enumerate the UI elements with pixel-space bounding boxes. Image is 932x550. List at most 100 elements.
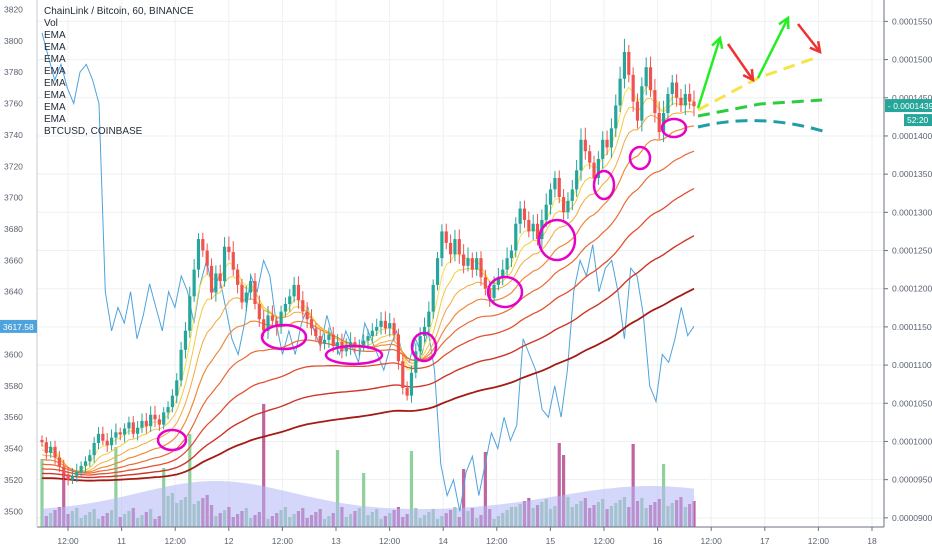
candle-body (344, 347, 348, 352)
x-axis-tick-label: 14 (438, 536, 448, 546)
x-axis-tick-label: 12 (224, 536, 234, 546)
indicator-label[interactable]: EMA (44, 30, 66, 41)
indicator-label[interactable]: Vol (44, 18, 58, 29)
candle-body (53, 446, 57, 458)
candle-body (640, 86, 644, 121)
candle-body (283, 303, 288, 312)
volume-bar (262, 404, 266, 527)
highlight-ellipse (537, 218, 577, 262)
indicator-label[interactable]: EMA (44, 102, 66, 113)
candle-body (627, 51, 631, 75)
candle-body (88, 455, 92, 462)
candle-body (527, 219, 531, 232)
candle-body (249, 281, 253, 293)
candle-body (301, 300, 305, 312)
indicator-label[interactable]: EMA (44, 42, 66, 53)
highlight-ellipse (486, 275, 524, 309)
candle-body (401, 361, 405, 388)
candle-body (483, 277, 487, 289)
candle-body (57, 457, 61, 467)
projection-teal (697, 119, 827, 134)
candle-body (409, 372, 414, 396)
volume-bar (562, 455, 566, 527)
x-axis-tick-label: 17 (760, 536, 770, 546)
candle-body (331, 334, 335, 346)
indicator-label[interactable]: BTCUSD, COINBASE (44, 126, 143, 137)
candle-body (144, 420, 148, 427)
candle-body (109, 437, 114, 446)
candle-body (240, 284, 244, 303)
candle-body (314, 328, 318, 337)
candle-body (131, 422, 135, 434)
left-axis-tick-label: 3700 (4, 193, 23, 203)
candle-body (653, 90, 657, 114)
candle-body (236, 269, 240, 285)
highlight-ellipse (260, 323, 308, 351)
left-axis-tick-label: 3520 (4, 475, 23, 485)
candle-body (418, 336, 422, 352)
volume-ma-area (42, 481, 694, 527)
candle-body (548, 189, 553, 205)
left-axis-tick-label: 3580 (4, 381, 23, 391)
x-axis-tick-label: 12:00 (272, 536, 294, 546)
candle-body (631, 74, 635, 102)
left-axis-tick-label: 3560 (4, 412, 23, 422)
candle-body (448, 242, 453, 255)
candle-body (514, 223, 518, 251)
candle-body (183, 330, 188, 350)
candle-body (192, 269, 196, 297)
volume-ma-fill (42, 481, 694, 527)
indicator-label[interactable]: EMA (44, 90, 66, 101)
candle-body (288, 296, 292, 304)
candle-body (466, 258, 470, 266)
highlight-ellipse (156, 428, 188, 452)
candle-body (431, 284, 435, 312)
indicator-label[interactable]: EMA (44, 114, 66, 125)
right-axis-tick-label: 0.00015500 (892, 16, 932, 26)
candle-body (262, 319, 266, 331)
candle-body (127, 422, 131, 429)
highlight-ellipse (628, 145, 652, 171)
candle-body (49, 446, 53, 453)
candles[interactable] (40, 38, 696, 486)
candle-body (257, 303, 261, 320)
indicator-label[interactable]: EMA (44, 66, 66, 77)
candle-body (335, 342, 340, 346)
candle-body (675, 82, 679, 98)
candle-body (209, 265, 214, 293)
indicator-label[interactable]: EMA (44, 78, 66, 89)
candle-body (470, 258, 474, 270)
candle-body (222, 246, 227, 282)
candle-body (218, 273, 222, 282)
volume-bar (483, 452, 487, 527)
candle-body (692, 101, 696, 107)
candle-body (179, 349, 183, 381)
left-axis-tick-label: 3680 (4, 224, 23, 234)
indicator-label[interactable]: EMA (44, 54, 66, 65)
candle-body (562, 197, 566, 213)
candle-body (214, 273, 218, 293)
highlight-ellipse (660, 117, 688, 139)
left-axis-tick-label: 3740 (4, 130, 23, 140)
candle-body (566, 200, 570, 213)
candle-body (270, 315, 274, 321)
candle-body (118, 432, 122, 435)
candle-body (579, 139, 583, 171)
volume-bar (462, 469, 466, 527)
candle-body (414, 351, 418, 373)
candle-body (201, 239, 205, 251)
candle-body (162, 412, 166, 425)
candle-body (79, 465, 83, 473)
x-axis-tick-label: 12:00 (593, 536, 615, 546)
candle-body (583, 139, 587, 152)
candle-body (70, 475, 75, 480)
candle-body (318, 336, 322, 344)
